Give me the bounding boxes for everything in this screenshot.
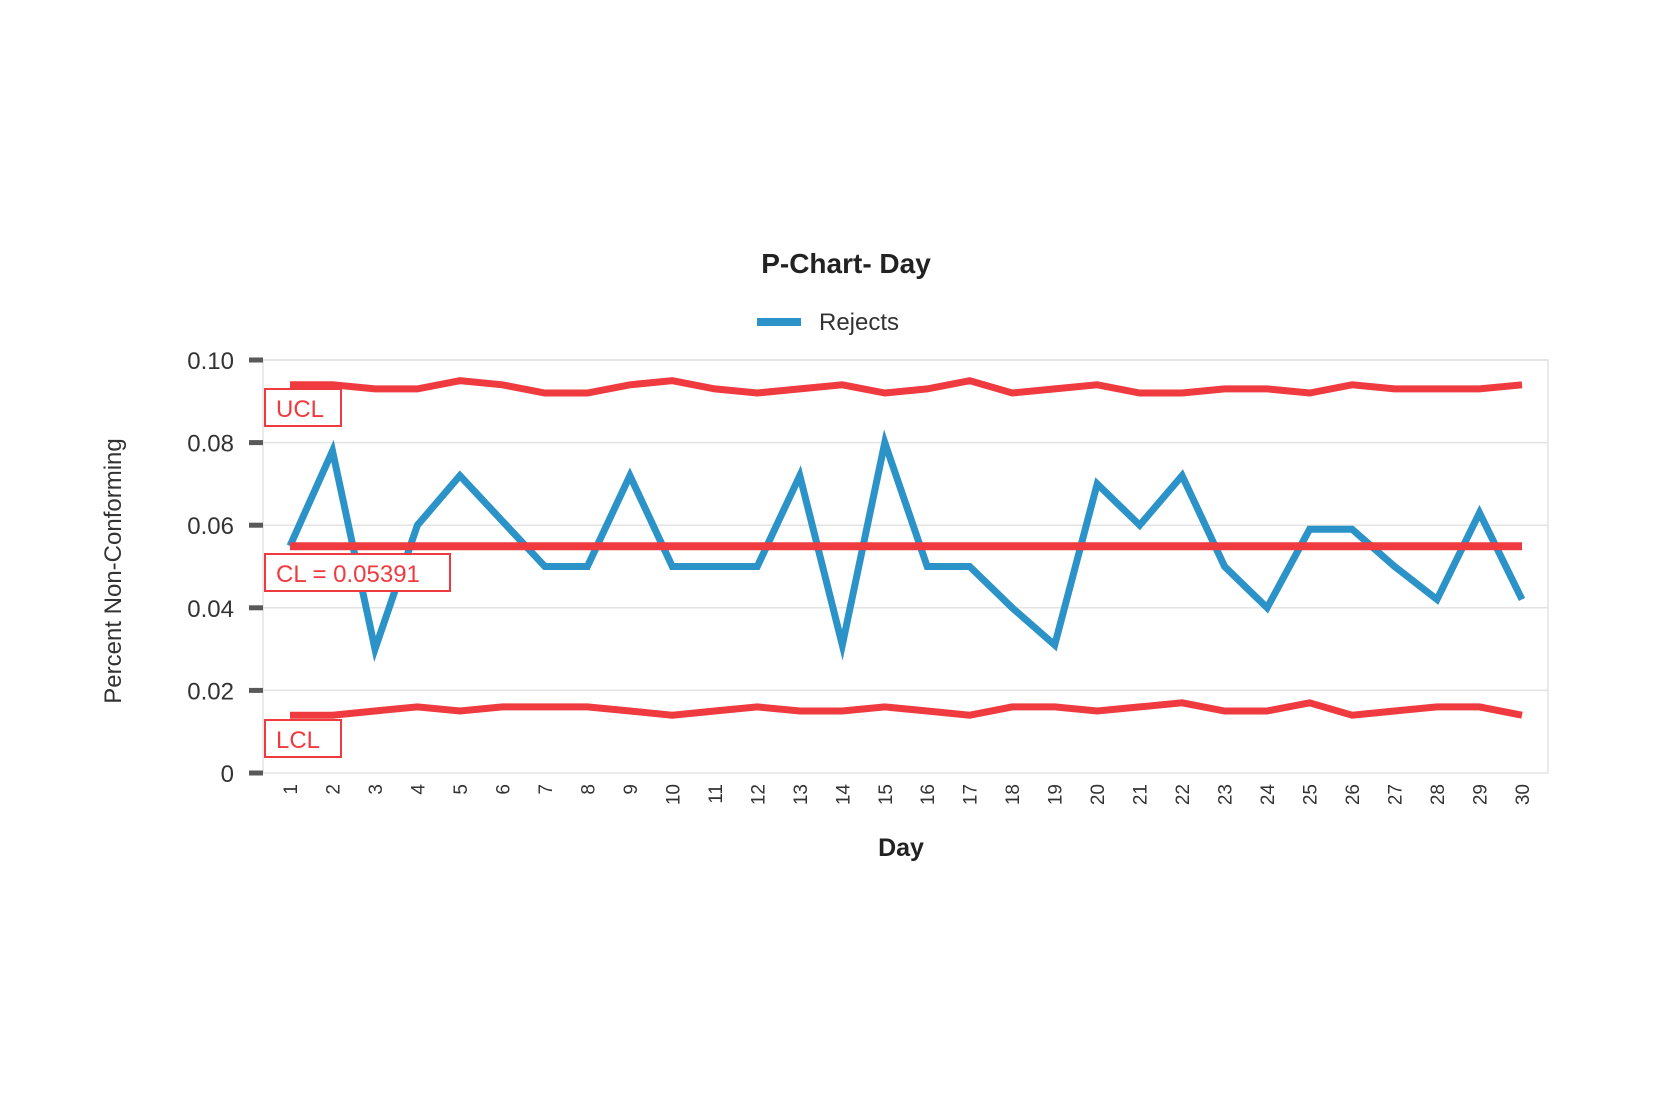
legend-swatch-rejects: [757, 318, 801, 326]
cl-label: CL = 0.05391: [276, 561, 420, 588]
y-tick-label: 0: [221, 761, 234, 788]
y-tick-label: 0.06: [187, 513, 234, 540]
gridlines: [263, 359, 1548, 692]
x-tick-label: 20: [1088, 784, 1109, 805]
x-tick-label: 4: [408, 784, 429, 795]
y-tick-label: 0.10: [187, 348, 234, 375]
x-tick-label: 11: [706, 784, 727, 804]
x-tick-label: 28: [1428, 784, 1449, 805]
chart-title: P-Chart- Day: [761, 248, 931, 279]
x-tick-label: 2: [323, 784, 344, 795]
ucl-label: UCL: [276, 396, 324, 423]
x-tick-label: 22: [1173, 784, 1194, 805]
x-tick-label: 27: [1386, 784, 1407, 805]
series-lines: [286, 377, 1526, 719]
x-tick-label: 15: [876, 784, 897, 805]
x-axis: 1 2 3 4 5 6 7 8 9 10 11 12 13 14 15 16 17 18 19 20 21 22 23 24 2…: [281, 784, 1534, 806]
x-tick-label: 30: [1513, 784, 1534, 805]
legend: Rejects: [757, 309, 899, 336]
x-tick-label: 26: [1343, 784, 1364, 805]
x-tick-label: 18: [1003, 784, 1024, 805]
x-tick-label: 12: [748, 784, 769, 805]
x-tick-label: 1: [281, 784, 302, 795]
x-tick-label: 6: [493, 784, 514, 795]
y-tick-label: 0.02: [187, 678, 234, 705]
ucl-line: [290, 377, 1523, 397]
x-tick-label: 19: [1046, 784, 1067, 805]
y-axis-title: Percent Non-Conforming: [100, 438, 127, 703]
ucl-label-box: [264, 388, 342, 427]
x-tick-label: 23: [1216, 784, 1237, 805]
x-tick-label: 21: [1131, 784, 1152, 805]
x-tick-label: 14: [833, 784, 854, 806]
x-tick-label: 13: [791, 784, 812, 805]
y-tick-label: 0.08: [187, 431, 234, 458]
lcl-label: LCL: [276, 727, 320, 754]
x-axis-title: Day: [878, 834, 924, 862]
x-tick-label: 16: [918, 784, 939, 805]
cl-label-box: [264, 553, 451, 592]
x-tick-label: 17: [961, 784, 982, 805]
control-limit-labels: UCL CL = 0.05391 LCL: [264, 388, 451, 758]
x-tick-label: 9: [621, 784, 642, 795]
x-tick-label: 8: [578, 784, 599, 795]
lcl-line: [290, 699, 1523, 719]
x-tick-label: 29: [1471, 784, 1492, 805]
y-axis: 0 0.02 0.04 0.06 0.08 0.10: [187, 348, 263, 788]
y-tick-label: 0.04: [187, 596, 234, 623]
lcl-label-box: [264, 719, 342, 758]
x-tick-label: 7: [536, 784, 557, 795]
x-tick-label: 24: [1258, 784, 1279, 806]
x-tick-label: 10: [663, 784, 684, 805]
x-tick-label: 3: [366, 784, 387, 795]
x-tick-label: 25: [1301, 784, 1322, 805]
legend-label-rejects: Rejects: [819, 309, 899, 336]
series-line-rejects: [286, 429, 1526, 663]
x-tick-label: 5: [451, 784, 472, 795]
